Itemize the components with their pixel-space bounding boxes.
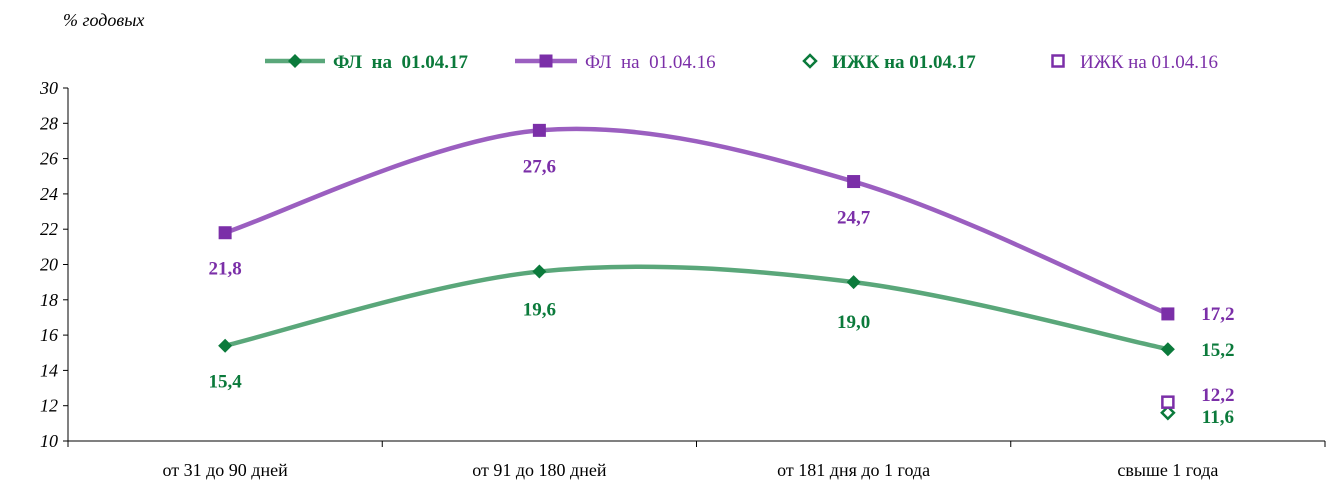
y-tick-label: 16 <box>40 325 58 345</box>
y-tick-label: 12 <box>40 396 58 416</box>
y-tick-label: 10 <box>40 431 58 451</box>
data-point-marker <box>218 226 232 240</box>
y-unit-label: % годовых <box>63 10 145 30</box>
y-tick-label: 26 <box>40 149 58 169</box>
y-tick-label: 20 <box>40 255 58 275</box>
series-line <box>224 126 1169 316</box>
y-tick-label: 24 <box>40 184 58 204</box>
data-point-marker <box>1161 307 1175 321</box>
x-category-label: от 181 дня до 1 года <box>777 460 930 480</box>
data-label: 19,6 <box>523 300 556 321</box>
x-category-label: от 91 до 180 дней <box>472 460 607 480</box>
data-point-marker <box>1160 404 1176 421</box>
data-label: 15,4 <box>209 372 243 393</box>
legend-label: ИЖК на 01.04.17 <box>832 52 976 73</box>
series-line <box>224 264 1169 352</box>
data-label: 21,8 <box>209 259 242 280</box>
data-point-marker <box>532 123 546 137</box>
legend-marker <box>802 53 818 69</box>
legend-marker <box>1051 54 1065 68</box>
data-point-marker <box>1161 395 1175 409</box>
data-label: 11,6 <box>1202 407 1234 428</box>
y-tick-label: 30 <box>39 78 58 98</box>
legend-label: ФЛ на 01.04.17 <box>333 52 468 73</box>
legend-marker <box>288 54 302 68</box>
data-point-marker <box>846 275 861 290</box>
legend-label: ИЖК на 01.04.16 <box>1080 52 1218 73</box>
y-tick-label: 28 <box>40 113 58 133</box>
data-label: 15,2 <box>1201 340 1234 361</box>
data-point-marker <box>1160 342 1175 357</box>
x-category-label: от 31 до 90 дней <box>163 460 289 480</box>
data-label: 17,2 <box>1201 304 1234 325</box>
data-point-marker <box>847 175 861 189</box>
data-point-marker <box>218 338 233 353</box>
data-label: 12,2 <box>1201 385 1234 406</box>
data-label: 24,7 <box>837 208 871 229</box>
y-tick-label: 18 <box>40 290 58 310</box>
y-tick-label: 14 <box>40 360 58 380</box>
data-label: 27,6 <box>523 156 556 177</box>
y-tick-label: 22 <box>40 219 58 239</box>
data-label: 19,0 <box>837 312 870 333</box>
data-point-marker <box>532 264 547 279</box>
legend-marker <box>539 54 553 68</box>
x-category-label: свыше 1 года <box>1117 460 1218 480</box>
legend-label: ФЛ на 01.04.16 <box>585 52 716 73</box>
